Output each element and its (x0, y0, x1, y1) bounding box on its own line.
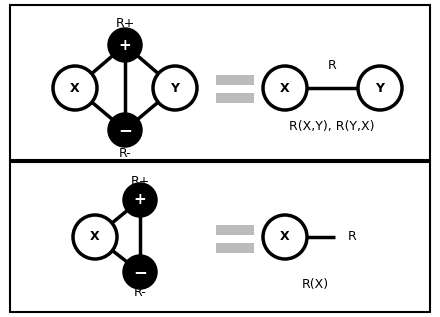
Bar (10, 5, 430, 160)
Text: R(X,Y), R(Y,X): R(X,Y), R(Y,X) (289, 120, 375, 133)
Text: R+: R+ (115, 17, 135, 30)
Circle shape (109, 114, 141, 146)
Text: R: R (348, 230, 357, 243)
Text: Y: Y (375, 81, 385, 94)
Text: R: R (328, 59, 336, 72)
Bar (216, 225, 254, 235)
Text: −: − (118, 121, 132, 139)
Bar (10, 162, 430, 312)
Text: X: X (280, 230, 290, 243)
Circle shape (358, 66, 402, 110)
Text: R-: R- (119, 147, 132, 160)
Circle shape (53, 66, 97, 110)
Circle shape (73, 215, 117, 259)
Text: Y: Y (171, 81, 180, 94)
Text: X: X (90, 230, 100, 243)
Text: R-: R- (134, 286, 147, 299)
Text: −: − (133, 263, 147, 281)
Circle shape (124, 256, 156, 288)
Text: R+: R+ (130, 175, 150, 188)
Text: R(X): R(X) (301, 278, 329, 291)
Circle shape (263, 66, 307, 110)
Circle shape (153, 66, 197, 110)
Bar (216, 75, 254, 85)
Text: +: + (134, 192, 147, 208)
Circle shape (124, 184, 156, 216)
Text: X: X (280, 81, 290, 94)
Text: +: + (119, 37, 132, 53)
Circle shape (263, 215, 307, 259)
Text: X: X (70, 81, 80, 94)
Bar (216, 243, 254, 253)
Bar (216, 93, 254, 103)
Circle shape (109, 29, 141, 61)
